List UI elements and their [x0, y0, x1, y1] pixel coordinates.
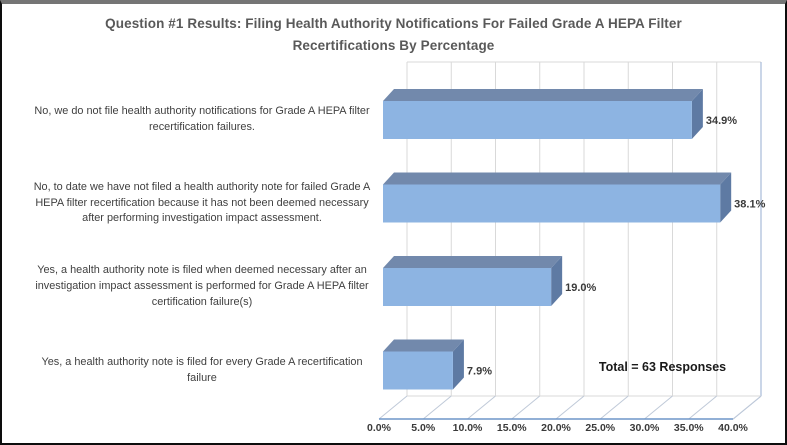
bar [383, 101, 692, 139]
floor-tick-diagonal [732, 395, 762, 420]
x-axis-tick-label: 5.0% [411, 422, 436, 434]
x-axis-tick-label: 40.0% [718, 422, 748, 434]
bar-value-label: 38.1% [734, 199, 765, 211]
bar-top-face [383, 89, 703, 101]
category-label: No, to date we have not filed a health a… [33, 180, 371, 225]
floor-tick-diagonal [688, 395, 718, 420]
x-axis-tick-label: 15.0% [497, 422, 527, 434]
bar-value-label: 34.9% [706, 115, 737, 127]
bar-side-face [551, 256, 563, 306]
bar-value-label: 7.9% [467, 366, 492, 378]
x-axis-tick-label: 0.0% [367, 422, 392, 434]
category-label: Yes, a health authority note is filed wh… [35, 264, 369, 308]
category-label: No, we do not file health authority noti… [34, 105, 370, 133]
chart-title-line2: Recertifications By Percentage [292, 37, 495, 53]
x-axis-tick-label: 35.0% [674, 422, 704, 434]
x-axis-tick-label: 10.0% [453, 422, 483, 434]
plot-area: 34.9% 38.1% 19.0% 7.9% 0.0% 5.0% 10.0% 15.0% 20.… [367, 61, 766, 434]
bar-top-face [383, 339, 464, 352]
bar [383, 184, 721, 223]
floor-tick-diagonal [555, 395, 585, 420]
bar-side-face [452, 339, 464, 390]
floor-tick-diagonal [467, 395, 496, 420]
chart-title-line1: Question #1 Results: Filing Health Autho… [105, 16, 682, 31]
x-axis-tick-label: 20.0% [541, 422, 571, 434]
bar [383, 268, 552, 306]
bar-side-face [691, 89, 703, 139]
bar-side-face [720, 172, 732, 223]
floor-tick-diagonal [644, 395, 673, 420]
bar-top-face [383, 172, 732, 185]
x-axis-tick-label: 30.0% [630, 422, 660, 434]
total-annotation: Total = 63 Responses [598, 360, 727, 374]
category-label: Yes, a health authority note is filed fo… [41, 355, 363, 384]
bar-value-label: 19.0% [565, 282, 596, 294]
floor-tick-diagonal [378, 395, 408, 420]
floor-tick-diagonal [422, 395, 452, 420]
bar-top-face [383, 256, 563, 268]
floor-tick-diagonal [511, 395, 541, 420]
chart-title: Question #1 Results: Filing Health Autho… [2, 13, 785, 56]
floor-tick-diagonal [599, 395, 629, 420]
bar [383, 351, 453, 390]
x-axis-tick-label: 25.0% [585, 422, 615, 434]
